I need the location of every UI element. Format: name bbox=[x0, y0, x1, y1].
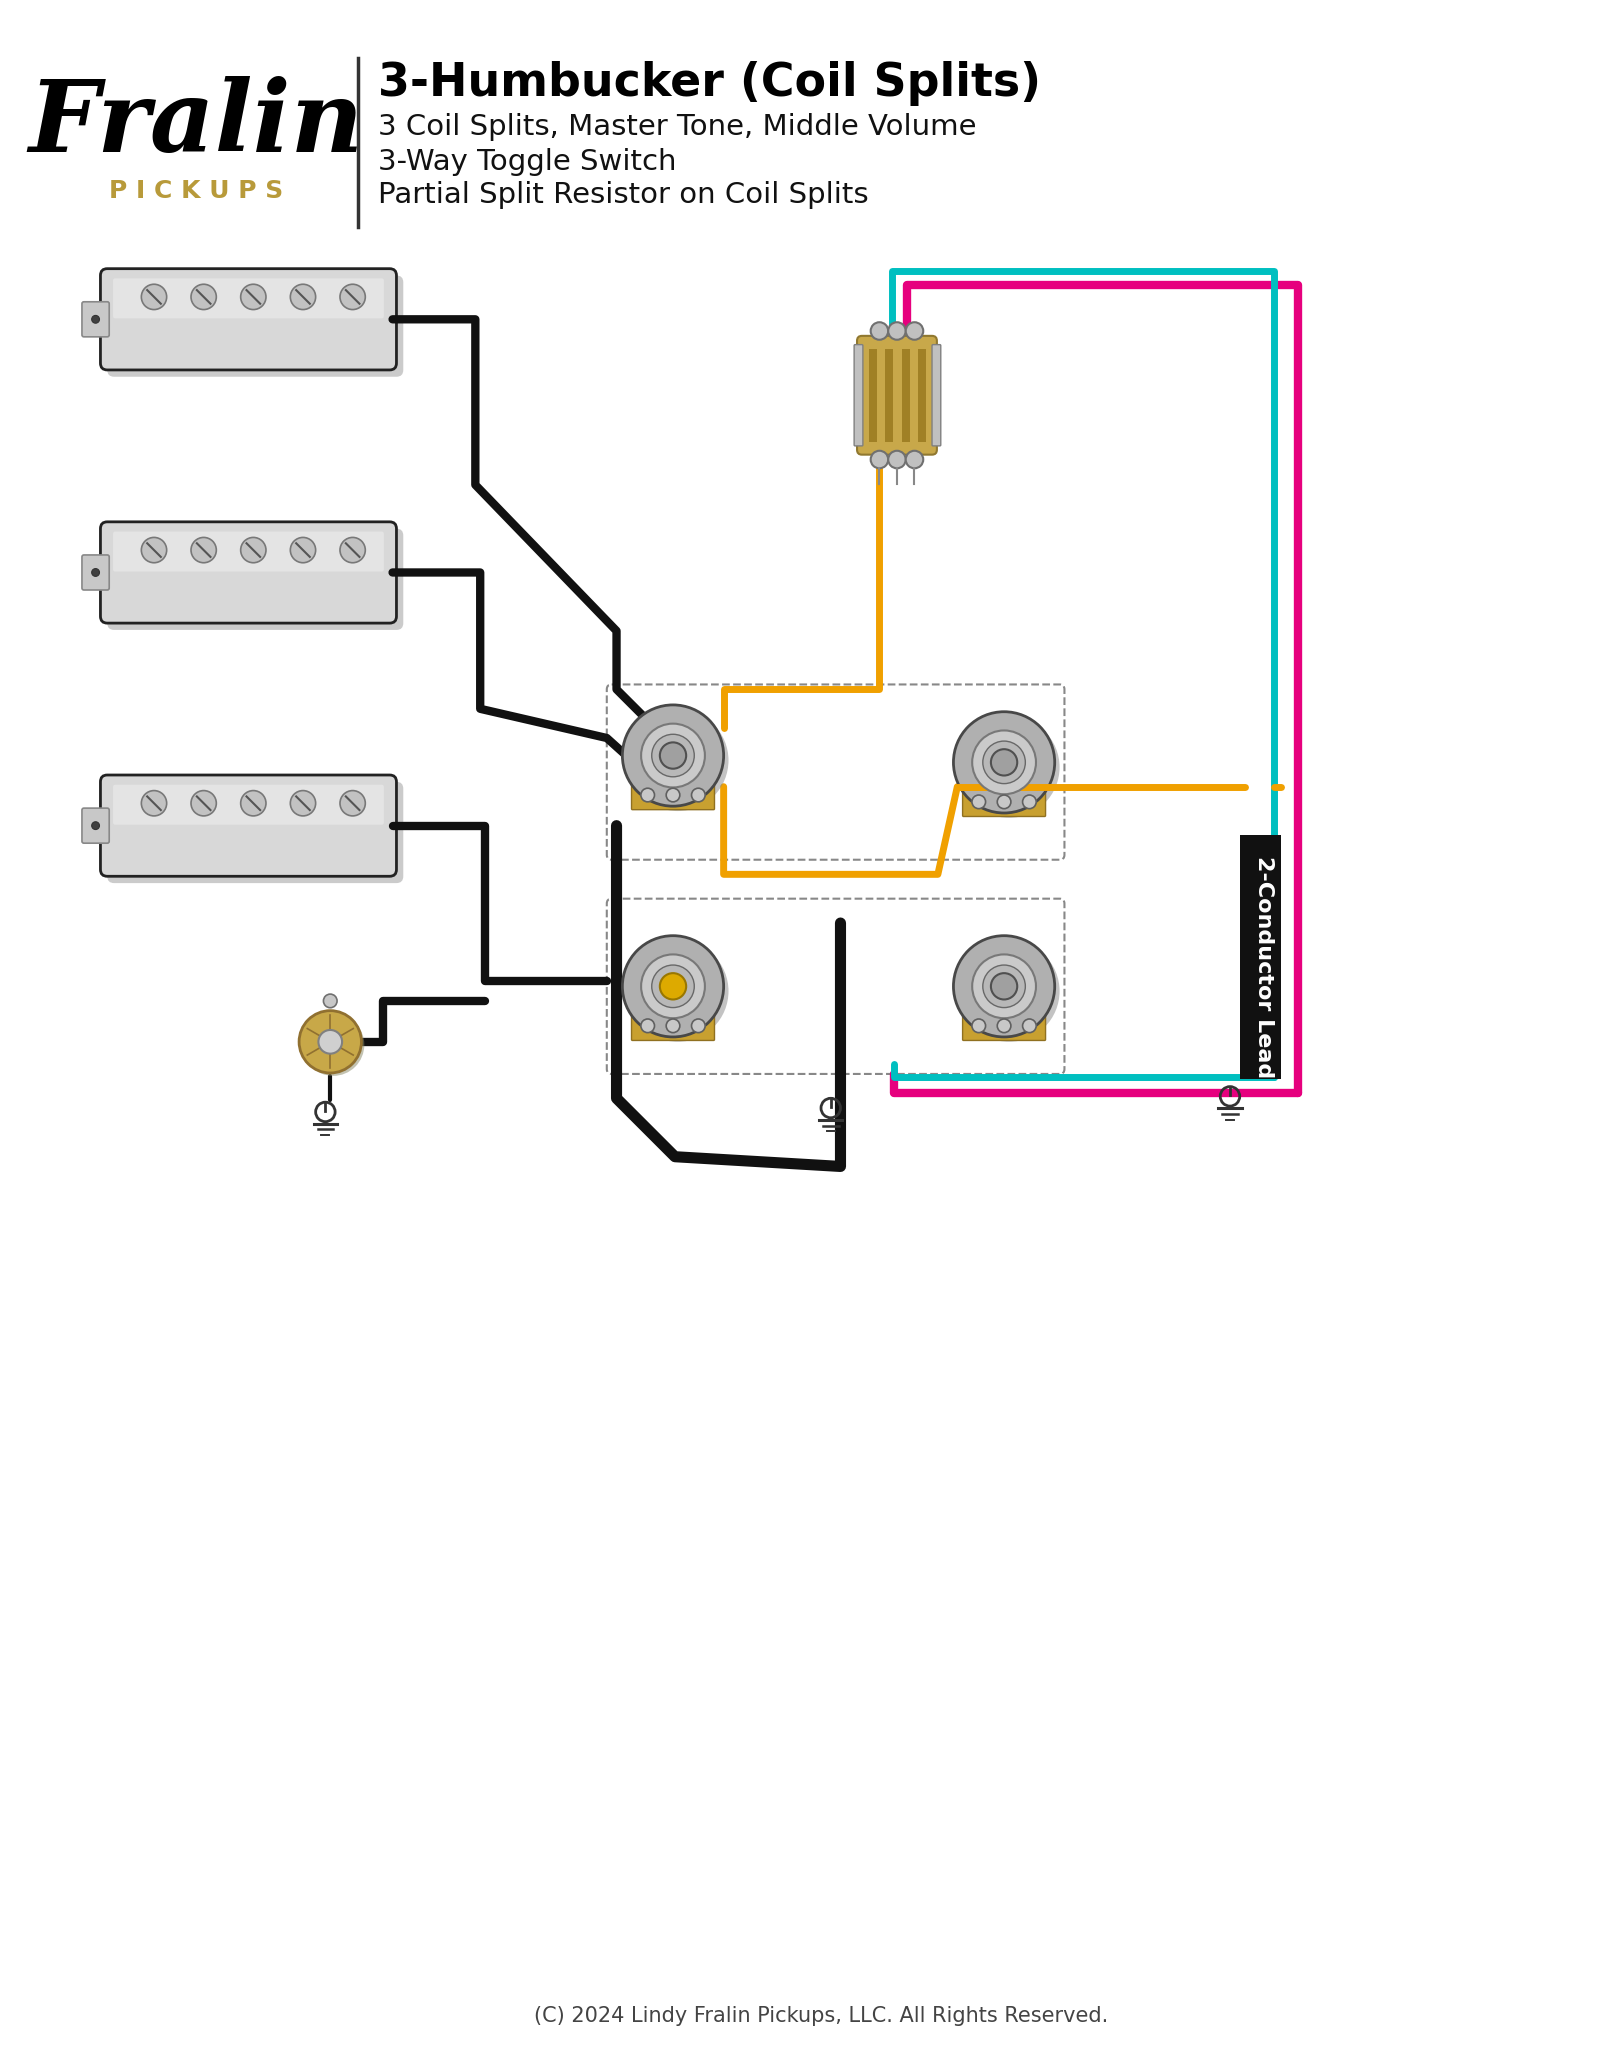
Circle shape bbox=[990, 749, 1018, 776]
Circle shape bbox=[190, 538, 216, 563]
Circle shape bbox=[691, 1018, 706, 1033]
Text: 2-Conductor Lead: 2-Conductor Lead bbox=[1254, 855, 1274, 1078]
Circle shape bbox=[339, 791, 365, 816]
Circle shape bbox=[870, 323, 888, 339]
Circle shape bbox=[240, 284, 266, 310]
Circle shape bbox=[91, 822, 99, 830]
FancyBboxPatch shape bbox=[82, 807, 109, 842]
Circle shape bbox=[973, 954, 1035, 1018]
Circle shape bbox=[141, 791, 166, 816]
Circle shape bbox=[973, 731, 1035, 795]
Circle shape bbox=[990, 973, 1018, 1000]
Circle shape bbox=[958, 716, 1059, 818]
Circle shape bbox=[302, 1014, 365, 1076]
Circle shape bbox=[651, 965, 694, 1008]
Bar bbox=[1240, 836, 1280, 1078]
FancyBboxPatch shape bbox=[82, 555, 109, 590]
Circle shape bbox=[627, 940, 728, 1041]
Circle shape bbox=[888, 451, 906, 468]
Circle shape bbox=[622, 706, 723, 805]
Circle shape bbox=[659, 743, 686, 768]
Circle shape bbox=[190, 791, 216, 816]
Circle shape bbox=[982, 965, 1026, 1008]
FancyBboxPatch shape bbox=[114, 785, 384, 824]
Text: 3 Coil Splits, Master Tone, Middle Volume: 3 Coil Splits, Master Tone, Middle Volum… bbox=[378, 112, 976, 141]
Circle shape bbox=[91, 315, 99, 323]
Circle shape bbox=[642, 954, 706, 1018]
Bar bbox=[918, 348, 926, 443]
Circle shape bbox=[290, 791, 315, 816]
Circle shape bbox=[870, 451, 888, 468]
Circle shape bbox=[997, 1018, 1011, 1033]
Circle shape bbox=[971, 795, 986, 809]
Circle shape bbox=[91, 569, 99, 575]
Circle shape bbox=[627, 710, 728, 811]
Circle shape bbox=[1022, 1018, 1037, 1033]
Text: P I C K U P S: P I C K U P S bbox=[109, 178, 283, 203]
Circle shape bbox=[141, 538, 166, 563]
Circle shape bbox=[339, 284, 365, 310]
Circle shape bbox=[190, 284, 216, 310]
FancyBboxPatch shape bbox=[101, 269, 397, 371]
Circle shape bbox=[141, 284, 166, 310]
Circle shape bbox=[971, 1018, 986, 1033]
Circle shape bbox=[906, 451, 923, 468]
Circle shape bbox=[323, 994, 338, 1008]
FancyBboxPatch shape bbox=[632, 1010, 715, 1041]
Circle shape bbox=[642, 789, 654, 801]
FancyBboxPatch shape bbox=[933, 344, 941, 445]
Text: 3-Humbucker (Coil Splits): 3-Humbucker (Coil Splits) bbox=[378, 62, 1042, 106]
Circle shape bbox=[1022, 795, 1037, 809]
Circle shape bbox=[290, 284, 315, 310]
FancyBboxPatch shape bbox=[632, 780, 715, 809]
Circle shape bbox=[888, 323, 906, 339]
Circle shape bbox=[906, 323, 923, 339]
Circle shape bbox=[954, 712, 1054, 814]
Text: Fralin: Fralin bbox=[29, 77, 363, 172]
Circle shape bbox=[642, 1018, 654, 1033]
FancyBboxPatch shape bbox=[101, 522, 397, 623]
Circle shape bbox=[299, 1010, 362, 1072]
FancyBboxPatch shape bbox=[82, 302, 109, 337]
Bar bbox=[885, 348, 893, 443]
Bar bbox=[902, 348, 910, 443]
Circle shape bbox=[642, 724, 706, 787]
FancyBboxPatch shape bbox=[858, 335, 938, 455]
Text: Partial Split Resistor on Coil Splits: Partial Split Resistor on Coil Splits bbox=[378, 180, 869, 209]
Circle shape bbox=[659, 973, 686, 1000]
FancyBboxPatch shape bbox=[114, 277, 384, 319]
Circle shape bbox=[954, 936, 1054, 1037]
Circle shape bbox=[997, 795, 1011, 809]
Circle shape bbox=[651, 735, 694, 776]
Circle shape bbox=[240, 791, 266, 816]
FancyBboxPatch shape bbox=[101, 774, 397, 876]
Circle shape bbox=[691, 789, 706, 801]
FancyBboxPatch shape bbox=[107, 782, 403, 884]
Circle shape bbox=[339, 538, 365, 563]
Circle shape bbox=[240, 538, 266, 563]
FancyBboxPatch shape bbox=[963, 1010, 1045, 1041]
Circle shape bbox=[622, 936, 723, 1037]
Circle shape bbox=[290, 538, 315, 563]
Bar bbox=[869, 348, 877, 443]
FancyBboxPatch shape bbox=[114, 532, 384, 571]
Circle shape bbox=[666, 1018, 680, 1033]
FancyBboxPatch shape bbox=[963, 787, 1045, 816]
FancyBboxPatch shape bbox=[107, 528, 403, 629]
Circle shape bbox=[666, 789, 680, 801]
Text: (C) 2024 Lindy Fralin Pickups, LLC. All Rights Reserved.: (C) 2024 Lindy Fralin Pickups, LLC. All … bbox=[534, 2006, 1109, 2027]
FancyBboxPatch shape bbox=[854, 344, 862, 445]
Text: 3-Way Toggle Switch: 3-Way Toggle Switch bbox=[378, 147, 677, 176]
Circle shape bbox=[958, 940, 1059, 1041]
FancyBboxPatch shape bbox=[107, 275, 403, 377]
Circle shape bbox=[318, 1031, 342, 1054]
Circle shape bbox=[982, 741, 1026, 785]
